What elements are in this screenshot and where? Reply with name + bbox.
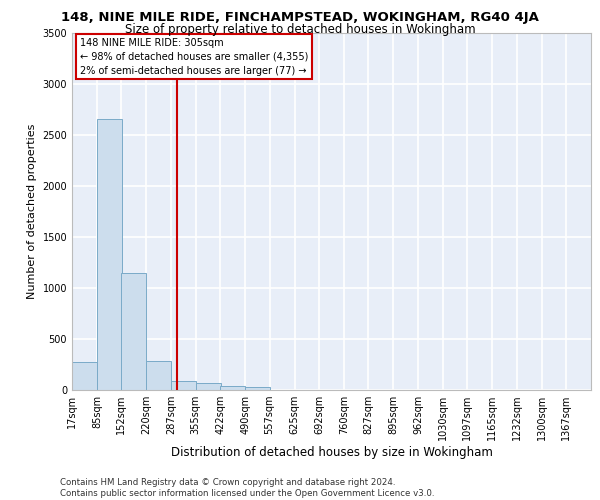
Bar xyxy=(121,272,146,390)
Text: 148, NINE MILE RIDE, FINCHAMPSTEAD, WOKINGHAM, RG40 4JA: 148, NINE MILE RIDE, FINCHAMPSTEAD, WOKI… xyxy=(61,11,539,24)
Bar xyxy=(146,361,171,390)
Bar xyxy=(72,362,97,390)
Bar xyxy=(97,120,122,390)
Text: Size of property relative to detached houses in Wokingham: Size of property relative to detached ho… xyxy=(125,22,475,36)
Bar xyxy=(220,386,245,390)
Bar xyxy=(196,384,221,390)
Bar xyxy=(245,387,270,390)
Y-axis label: Number of detached properties: Number of detached properties xyxy=(27,124,37,299)
X-axis label: Distribution of detached houses by size in Wokingham: Distribution of detached houses by size … xyxy=(170,446,493,459)
Bar xyxy=(171,381,196,390)
Text: 148 NINE MILE RIDE: 305sqm
← 98% of detached houses are smaller (4,355)
2% of se: 148 NINE MILE RIDE: 305sqm ← 98% of deta… xyxy=(80,38,308,76)
Text: Contains HM Land Registry data © Crown copyright and database right 2024.
Contai: Contains HM Land Registry data © Crown c… xyxy=(60,478,434,498)
